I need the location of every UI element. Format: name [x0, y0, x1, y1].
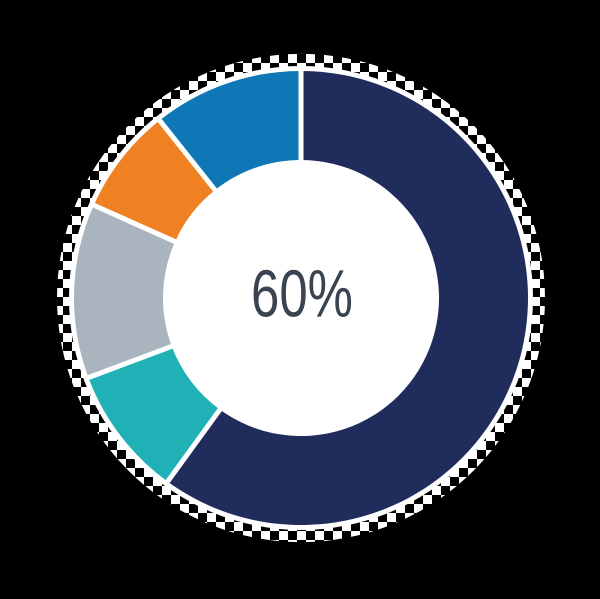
segment-separators: [84, 68, 304, 486]
donut-segments: [73, 71, 529, 526]
donut-center-label: 60%: [251, 256, 353, 332]
donut-segment-blue: [159, 71, 301, 191]
donut-segment-orange: [93, 120, 216, 242]
segment-separator: [163, 405, 224, 486]
donut-segment-teal: [88, 346, 220, 482]
segment-separator: [155, 116, 219, 194]
donut-segment-gray: [73, 205, 176, 378]
segment-separator: [84, 342, 176, 381]
segment-separator: [90, 201, 179, 246]
donut-segment-navy: [167, 71, 529, 526]
